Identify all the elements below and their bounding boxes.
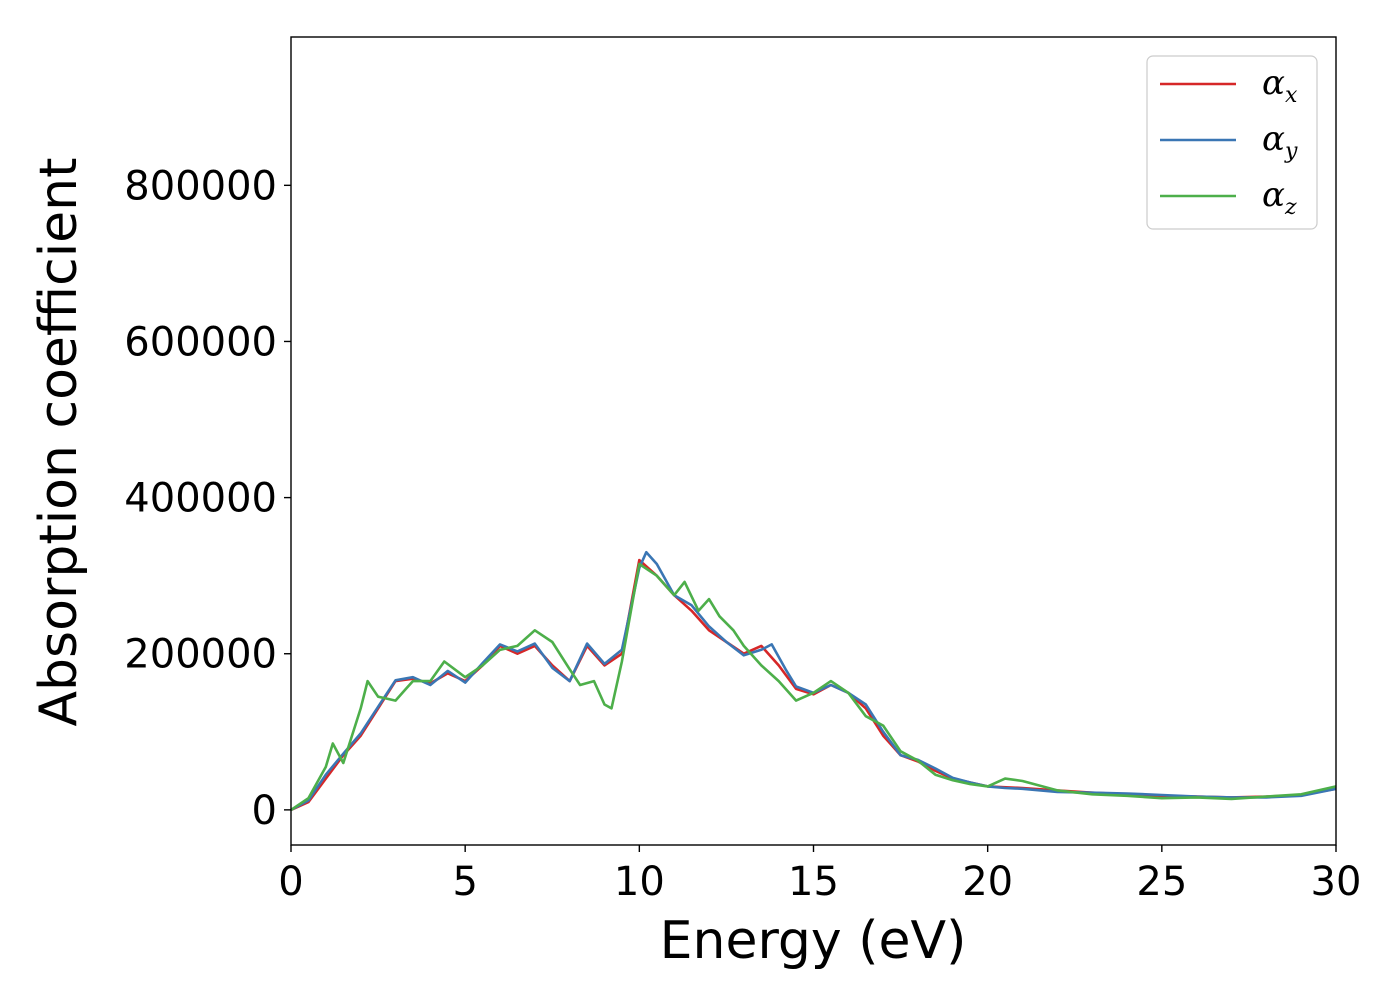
x-axis-title: Energy (eV) bbox=[660, 911, 967, 971]
y-axis-title: Absorption coefficient bbox=[29, 157, 89, 726]
series-line-y bbox=[290, 550, 1337, 812]
x-tick-label: 25 bbox=[1136, 859, 1187, 905]
y-tick-label: 800000 bbox=[124, 163, 277, 209]
legend-label-x: αx bbox=[1262, 63, 1298, 108]
y-tick-label: 200000 bbox=[124, 632, 277, 678]
x-tick-label: 5 bbox=[452, 859, 477, 905]
legend-box bbox=[1146, 55, 1318, 230]
series-line-z bbox=[290, 562, 1337, 811]
y-axis-ticks: 0 200000 400000 600000 800000 bbox=[124, 163, 291, 834]
x-tick-label: 0 bbox=[278, 859, 303, 905]
y-tick-label: 600000 bbox=[124, 319, 277, 365]
x-tick-label: 20 bbox=[962, 859, 1013, 905]
x-tick-label: 30 bbox=[1311, 859, 1362, 905]
x-tick-label: 10 bbox=[614, 859, 665, 905]
x-axis-ticks: 0 5 10 15 20 25 30 bbox=[278, 845, 1361, 905]
y-tick-label: 400000 bbox=[124, 476, 277, 522]
x-tick-label: 15 bbox=[788, 859, 839, 905]
y-tick-label: 0 bbox=[252, 788, 277, 834]
series-lines bbox=[290, 550, 1337, 812]
